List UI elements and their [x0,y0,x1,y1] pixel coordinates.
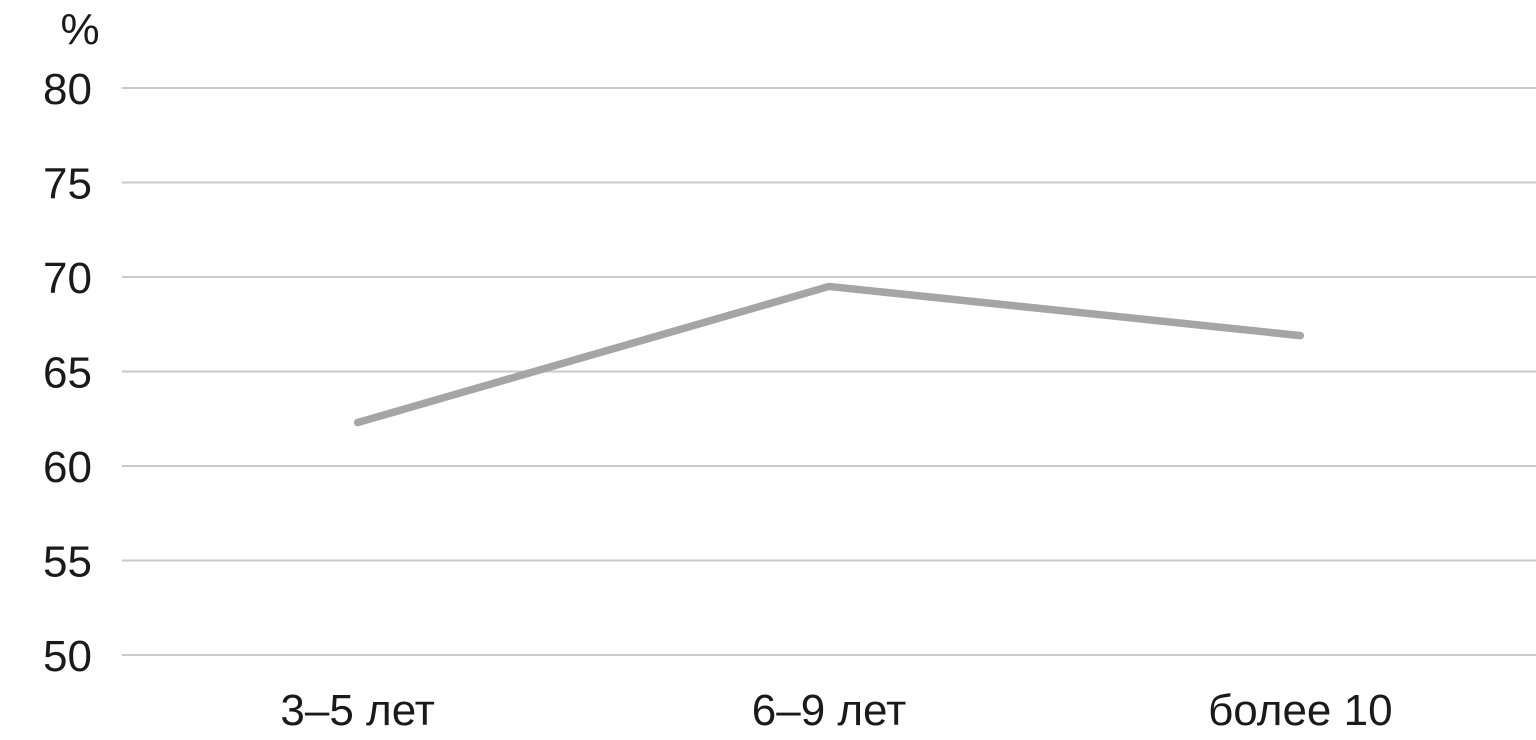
y-tick-label: 70 [43,254,92,303]
y-tick-label: 50 [43,632,92,681]
y-tick-label: 65 [43,349,92,398]
x-category-label: 6–9 лет [752,686,906,735]
x-category-label: более 10 [1208,686,1393,735]
x-category-label: 3–5 лет [280,686,434,735]
y-axis-title: % [60,5,99,54]
y-tick-label: 60 [43,443,92,492]
y-tick-label: 75 [43,160,92,209]
y-tick-label: 55 [43,538,92,587]
data-line [353,282,1305,427]
y-tick-label: 80 [43,65,92,114]
